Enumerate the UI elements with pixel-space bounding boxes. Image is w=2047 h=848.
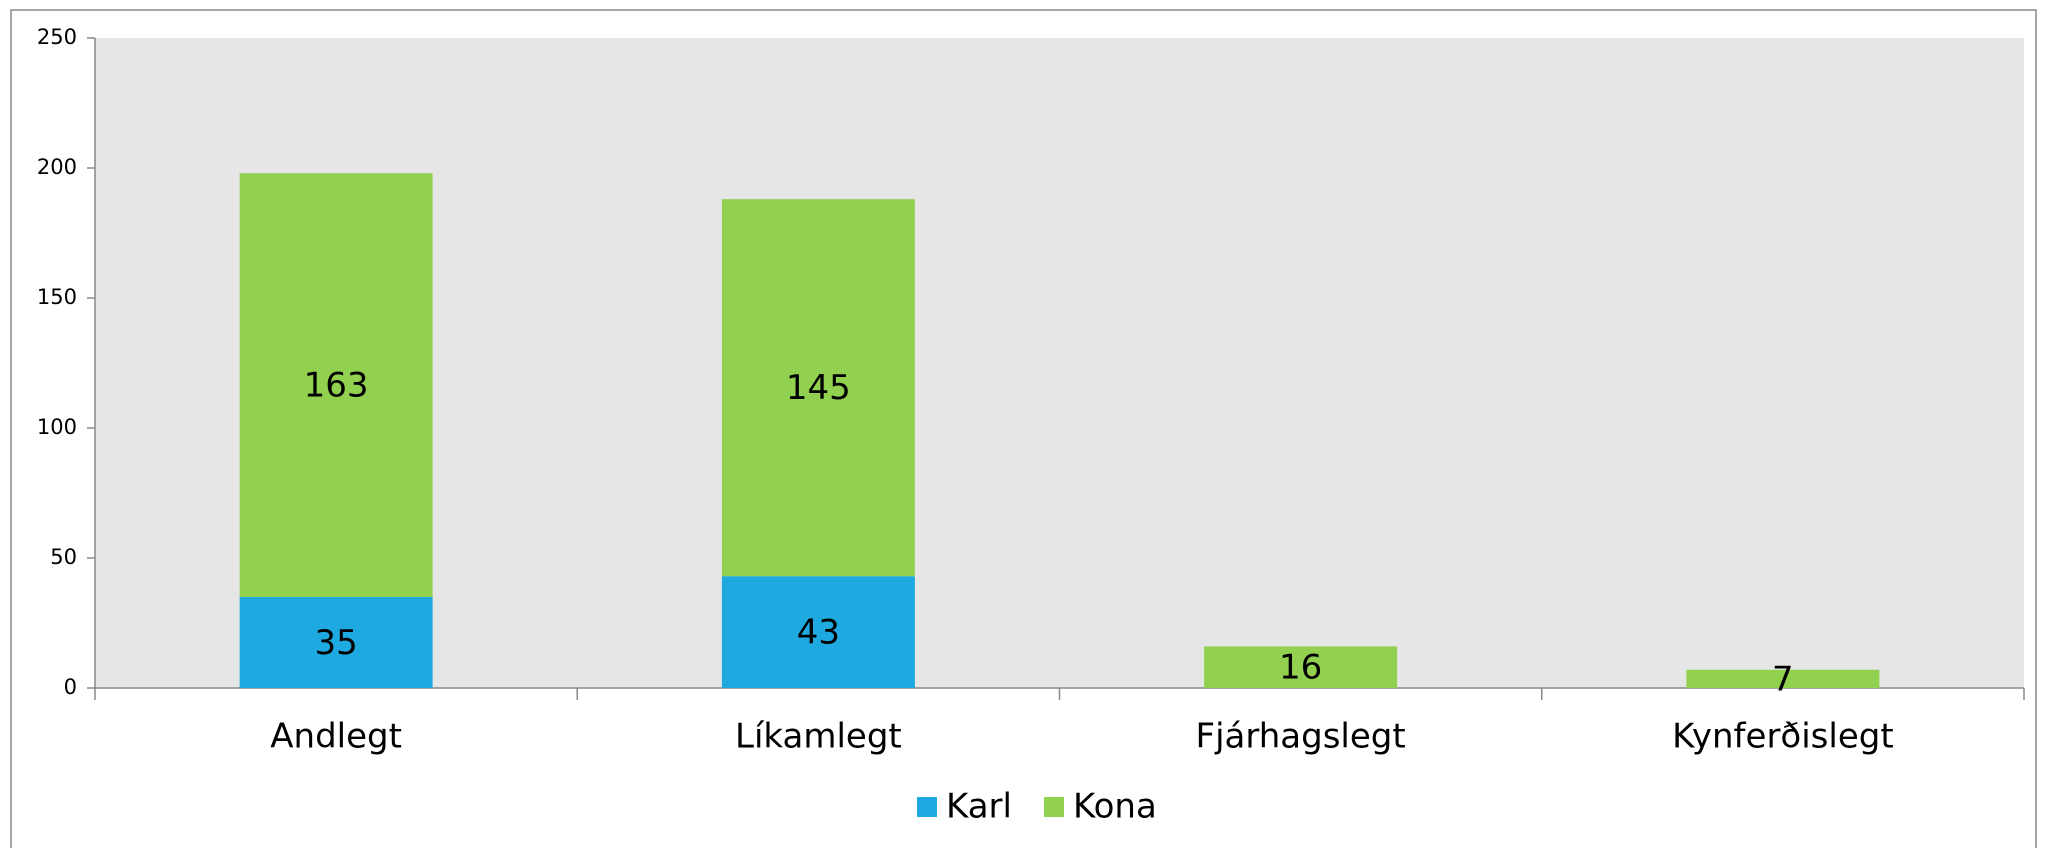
data-label: 43 — [797, 613, 840, 653]
x-tick-label: Líkamlegt — [735, 717, 902, 757]
data-label: 145 — [786, 368, 851, 408]
y-tick-label: 100 — [37, 415, 77, 439]
x-tick-label: Andlegt — [270, 717, 402, 757]
data-label: 163 — [304, 366, 369, 406]
bar-segment — [239, 597, 433, 688]
bar-segment — [721, 199, 915, 577]
x-tick-label: Kynferðislegt — [1672, 717, 1894, 757]
data-label: 16 — [1279, 648, 1322, 688]
legend-swatch — [917, 797, 937, 817]
legend-swatch — [1044, 797, 1064, 817]
data-label: 35 — [314, 623, 357, 663]
bar-segment — [1686, 669, 1880, 688]
legend-label: Kona — [1073, 787, 1157, 827]
y-tick-label: 50 — [50, 545, 77, 569]
y-tick-label: 200 — [37, 155, 77, 179]
x-tick-label: Fjárhagslegt — [1196, 717, 1406, 757]
bar-segment — [1204, 646, 1398, 688]
y-tick-label: 0 — [64, 675, 77, 699]
bar-segment — [239, 173, 433, 597]
data-label: 7 — [1772, 659, 1794, 699]
y-tick-label: 150 — [37, 285, 77, 309]
legend-label: Karl — [946, 787, 1012, 827]
y-tick-label: 250 — [37, 25, 77, 49]
bar-segment — [721, 576, 915, 688]
